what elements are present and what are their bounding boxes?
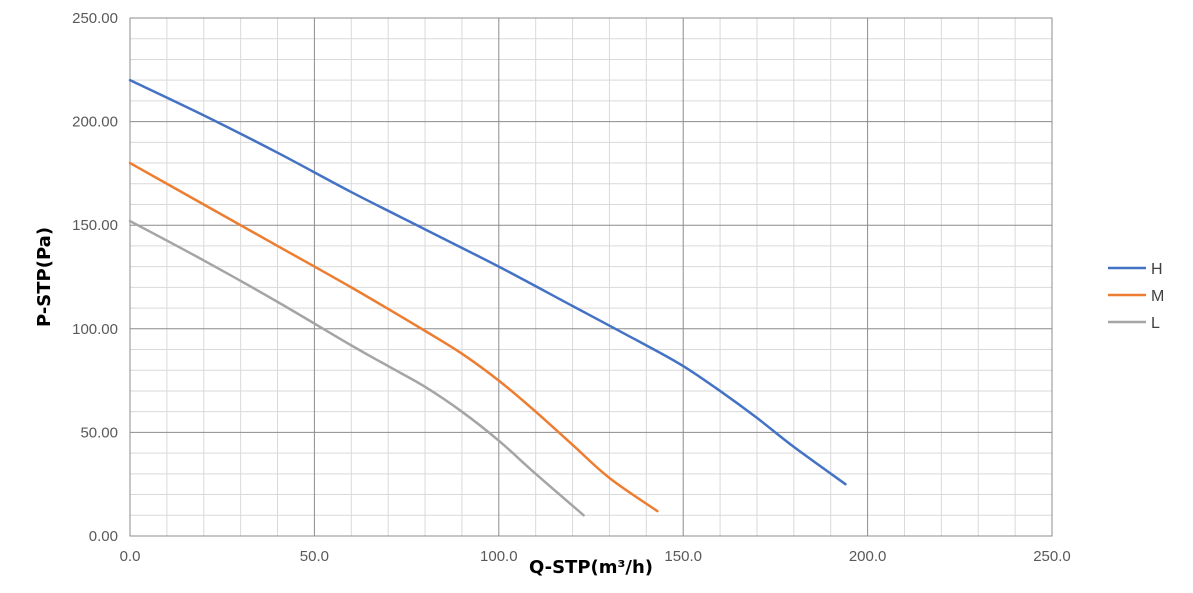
plot-frame [129,17,1053,537]
legend-label-m: M [1151,288,1164,305]
series-lines [128,78,847,517]
x-tick-label: 150.0 [664,548,702,565]
series-line-m [128,161,659,513]
x-tick-label: 250.0 [1033,548,1071,565]
legend-label-l: L [1151,315,1160,332]
x-tick-label: 50.0 [300,548,329,565]
x-tick-label: 100.0 [480,548,518,565]
y-axis: 0.00 50.00 100.00 150.00 200.00 250.00 [72,10,118,545]
y-tick-label: 250.00 [72,10,118,27]
y-axis-title: P-STP(Pa) [34,227,55,327]
y-tick-label: 50.00 [80,424,118,441]
x-tick-label: 200.0 [849,548,887,565]
series-line-h [128,78,847,486]
series-line-l [128,219,585,517]
plot-area-border [129,17,1053,537]
x-tick-label: 0.0 [120,548,141,565]
grid [129,17,1053,537]
x-axis: 0.0 50.0 100.0 150.0 200.0 250.0 [120,548,1071,565]
y-tick-label: 150.00 [72,217,118,234]
y-tick-label: 200.00 [72,114,118,131]
legend: HML [1108,261,1164,332]
y-tick-label: 100.00 [72,321,118,338]
x-axis-title: Q-STP(m³/h) [529,557,653,578]
y-tick-label: 0.00 [89,528,118,545]
legend-label-h: H [1151,261,1163,278]
